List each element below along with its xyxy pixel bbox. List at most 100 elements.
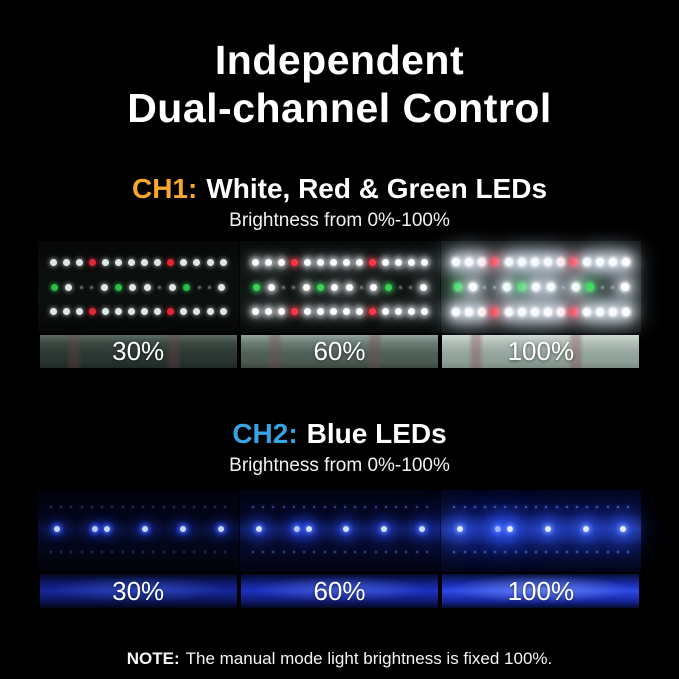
dim-blue-led — [121, 505, 124, 508]
green-led — [384, 283, 392, 291]
dim-blue-led — [131, 505, 134, 508]
dim-led-row — [244, 550, 436, 553]
note-text: The manual mode light brightness is fixe… — [185, 649, 553, 668]
led-row — [441, 283, 641, 291]
green-led — [453, 283, 462, 291]
white-led — [504, 258, 513, 266]
white-led — [168, 283, 176, 291]
white-led — [583, 308, 592, 316]
white-led — [49, 258, 57, 266]
dim-led — [493, 285, 497, 289]
white-led — [478, 308, 487, 316]
dim-led — [483, 285, 487, 289]
red-led — [290, 258, 298, 266]
dim-blue-led — [555, 505, 558, 508]
white-led — [141, 258, 149, 266]
white-led — [622, 308, 631, 316]
ch2-led-photo-strip: 30% 60% 100% — [37, 490, 642, 608]
dim-blue-led — [463, 505, 466, 508]
white-led — [75, 308, 83, 316]
white-led — [303, 308, 311, 316]
white-led — [101, 308, 109, 316]
led-row — [240, 258, 440, 266]
white-led — [504, 308, 513, 316]
green-led — [50, 283, 58, 291]
white-led — [543, 258, 552, 266]
white-led — [452, 258, 461, 266]
dim-blue-led — [395, 550, 398, 553]
dim-blue-led — [214, 550, 217, 553]
dim-blue-led — [576, 550, 578, 553]
dim-led — [207, 285, 211, 289]
dim-led — [281, 285, 285, 289]
led-row — [38, 308, 239, 316]
dim-blue-led — [627, 550, 630, 553]
dim-blue-led — [262, 505, 265, 508]
dim-blue-led — [596, 505, 599, 508]
dim-blue-led — [193, 505, 196, 508]
red-led — [569, 258, 578, 266]
dim-blue-led — [576, 505, 578, 508]
dim-blue-led — [333, 505, 336, 508]
green-led — [183, 283, 191, 291]
white-led — [465, 308, 474, 316]
dim-blue-led — [313, 505, 316, 508]
white-led — [517, 258, 526, 266]
white-led — [75, 258, 83, 266]
white-led — [583, 258, 592, 266]
dim-blue-led — [80, 550, 83, 553]
brightness-label: 60% — [313, 336, 366, 366]
white-led — [395, 258, 403, 266]
dim-blue-led — [535, 505, 538, 508]
dim-blue-led — [224, 550, 227, 553]
dim-blue-led — [252, 505, 255, 508]
white-led — [468, 283, 477, 291]
reflection-bar: 30% — [39, 574, 237, 608]
dim-blue-led — [453, 550, 456, 553]
white-led — [101, 258, 109, 266]
blue-led — [53, 526, 60, 533]
dim-blue-led — [162, 505, 165, 508]
dim-blue-led — [292, 505, 295, 508]
dim-blue-led — [272, 550, 275, 553]
led-row — [441, 258, 641, 266]
ch2-label: CH2: — [232, 418, 298, 449]
white-led — [370, 283, 378, 291]
white-led — [382, 308, 389, 316]
dim-blue-led — [415, 550, 418, 553]
dim-blue-led — [415, 505, 418, 508]
dim-blue-led — [504, 550, 507, 553]
reflection-bar: 60% — [240, 574, 439, 608]
white-led — [143, 283, 151, 291]
white-led — [478, 258, 487, 266]
brightness-section-30: 30% — [37, 490, 239, 608]
dim-blue-led — [395, 505, 398, 508]
green-led — [316, 283, 324, 291]
brightness-section-100: 100% — [440, 241, 642, 368]
dim-blue-led — [252, 550, 255, 553]
red-led — [290, 308, 298, 316]
blue-led — [305, 526, 312, 533]
blue-led — [103, 526, 110, 533]
white-led — [395, 308, 403, 316]
dim-blue-led — [49, 550, 52, 553]
dim-led-row — [445, 505, 637, 508]
brightness-label: 30% — [112, 336, 165, 366]
white-led — [267, 283, 275, 291]
dim-blue-led — [405, 550, 408, 553]
dim-blue-led — [292, 550, 295, 553]
white-led — [251, 258, 259, 266]
white-led — [219, 258, 227, 266]
dim-blue-led — [183, 505, 186, 508]
dim-blue-led — [596, 550, 599, 553]
reflection-bar: 100% — [442, 574, 640, 608]
dim-blue-led — [90, 505, 93, 508]
white-led — [129, 283, 137, 291]
dim-blue-led — [535, 550, 538, 553]
dim-blue-led — [545, 550, 548, 553]
red-led — [368, 308, 376, 316]
white-led — [114, 258, 122, 266]
reflection-bar: 60% — [240, 335, 439, 368]
dim-blue-led — [203, 550, 206, 553]
